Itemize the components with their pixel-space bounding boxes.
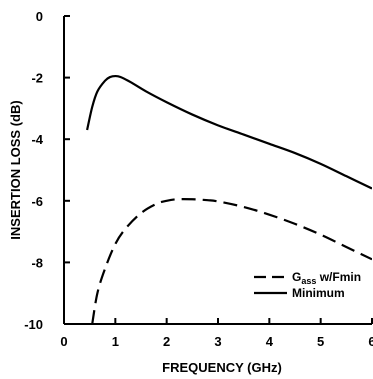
series-layer xyxy=(86,74,372,323)
x-tick-label: 3 xyxy=(214,334,221,349)
series-line-minimum xyxy=(86,74,372,190)
legend-label-rest: w/Fmin xyxy=(316,270,361,284)
y-tick-label: -6 xyxy=(31,194,43,209)
x-axis-ticks: 0 1 2 3 4 5 6 xyxy=(60,318,373,349)
x-tick-label: 5 xyxy=(317,334,324,349)
x-axis-title: FREQUENCY (GHz) xyxy=(162,360,282,375)
y-axis-title: INSERTION LOSS (dB) xyxy=(8,100,23,239)
series-line-gass-wfmin xyxy=(91,198,372,323)
x-tick-label: 4 xyxy=(266,334,274,349)
y-tick-label: -2 xyxy=(31,71,43,86)
legend-entry-label: Minimum xyxy=(292,286,345,300)
y-tick-label: -10 xyxy=(24,317,43,332)
y-tick-label: 0 xyxy=(36,9,43,24)
legend-label-main: G xyxy=(292,270,301,284)
y-tick-label: -8 xyxy=(31,255,43,270)
y-tick-label: -4 xyxy=(31,132,43,147)
legend-entry-label: Gass w/Fmin xyxy=(292,270,361,286)
y-axis-ticks: 0 -2 -4 -6 -8 -10 xyxy=(24,9,70,332)
legend-label-main: Minimum xyxy=(292,286,345,300)
x-tick-label: 6 xyxy=(368,334,373,349)
legend-label-subscript: ass xyxy=(301,276,316,286)
x-tick-label: 2 xyxy=(163,334,170,349)
x-tick-label: 1 xyxy=(112,334,119,349)
x-tick-label: 0 xyxy=(60,334,67,349)
